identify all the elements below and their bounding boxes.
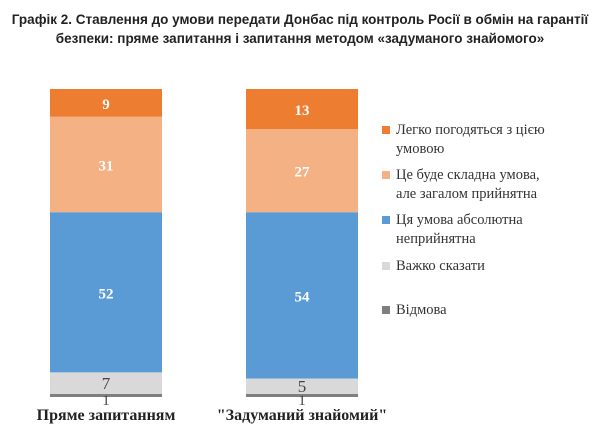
- legend-swatch: [382, 216, 390, 224]
- data-label: 52: [99, 286, 114, 302]
- chart-title-line: Графік 2. Ставлення до умови передати До…: [11, 12, 589, 27]
- chart-title: Графік 2. Ставлення до умови передати До…: [0, 10, 600, 48]
- legend-swatch: [382, 306, 390, 314]
- category-label: "Задуманий знайомий": [217, 407, 387, 424]
- legend-swatch: [382, 126, 390, 134]
- bar-segment: [246, 129, 358, 213]
- data-label: 31: [99, 158, 114, 174]
- legend-label-line: Важко сказати: [396, 258, 485, 274]
- chart-title-line: безпеки: пряме запитання і запитання мет…: [55, 31, 545, 46]
- legend-label-line: неприйнятна: [396, 231, 476, 247]
- data-label: 13: [295, 103, 310, 119]
- bar-segment: [50, 212, 162, 373]
- bar-segment: [50, 89, 162, 117]
- legend-label-line: Легко погодяться з цією: [396, 122, 545, 138]
- legend-swatch: [382, 262, 390, 270]
- bar-segment: [50, 116, 162, 213]
- legend-label: Це буде складна умова, але загалом прийня…: [396, 166, 596, 204]
- legend-label: Ця умова абсолютна неприйнятна: [396, 211, 596, 249]
- legend-label-line: Це буде складна умова,: [396, 167, 540, 183]
- legend-swatch: [382, 171, 390, 179]
- legend-label: Легко погодяться з цією умовою: [396, 121, 596, 159]
- legend-label-line: умовою: [396, 141, 445, 157]
- legend-label-line: Ця умова абсолютна: [396, 212, 523, 228]
- bar-segment: [246, 212, 358, 379]
- data-label: 1: [298, 393, 306, 409]
- bar-segment: [246, 89, 358, 130]
- bar-segment: [246, 378, 358, 394]
- legend-label-line: але загалом прийнятна: [396, 186, 538, 202]
- data-label: 7: [102, 374, 111, 393]
- data-label: 54: [295, 289, 311, 305]
- bar-segment: [50, 372, 162, 394]
- legend-label: Відмова: [396, 301, 596, 320]
- data-label: 27: [295, 165, 311, 181]
- bar-segment: [50, 393, 162, 397]
- data-label: 5: [298, 377, 307, 396]
- bar-segment: [246, 393, 358, 397]
- data-label: 9: [102, 97, 110, 113]
- legend-label-line: Відмова: [396, 302, 447, 318]
- category-label: Пряме запитанням: [37, 407, 176, 424]
- legend-label: Важко сказати: [396, 257, 596, 276]
- data-label: 1: [102, 393, 110, 409]
